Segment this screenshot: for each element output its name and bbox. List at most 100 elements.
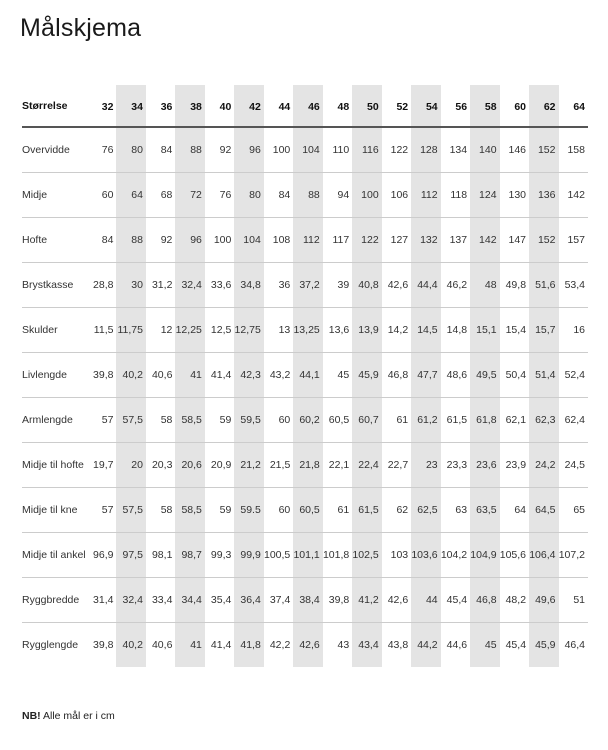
size-header-32: 32 [87,85,117,128]
table-cell: 60 [263,487,294,533]
table-cell: 122 [381,127,412,173]
table-cell: 99,3 [204,532,235,578]
size-header-54: 54 [411,85,441,128]
table-cell: 20 [116,442,146,488]
table-cell: 152 [529,127,559,173]
table-cell: 44,1 [293,352,323,398]
table-cell: 39,8 [322,577,353,623]
table-cell: 12,5 [204,307,235,353]
table-cell: 101,8 [322,532,353,578]
table-cell: 57,5 [116,397,146,443]
row-label: Midje [22,172,87,218]
table-cell: 57,5 [116,487,146,533]
table-cell: 64,5 [529,487,559,533]
table-cell: 76 [204,172,235,218]
table-cell: 45,9 [352,352,382,398]
table-cell: 22,7 [381,442,412,488]
table-cell: 98,7 [175,532,205,578]
row-label: Overvidde [22,127,87,173]
table-cell: 130 [499,172,530,218]
table-cell: 57 [87,397,117,443]
row-label: Rygglengde [22,639,79,651]
table-cell: 146 [499,127,530,173]
table-cell: 45,4 [440,577,471,623]
table-cell: 58,5 [175,487,205,533]
table-cell: 49,6 [529,577,559,623]
table-cell: 42,2 [269,639,291,651]
table-cell: 59 [204,487,235,533]
table-cell: 100 [263,127,294,173]
table-cell: 24,2 [529,442,559,488]
table-cell: 11,5 [87,307,117,353]
table-cell: 142 [470,217,500,263]
table-cell: 101,1 [293,532,323,578]
table-cell: 41 [175,352,205,398]
table-cell: 108 [263,217,294,263]
table-cell: 116 [352,127,382,173]
table-cell: 60,5 [322,397,353,443]
table-cell: 112 [293,217,323,263]
table-cell: 140 [470,127,500,173]
table-cell: 48,6 [440,352,471,398]
table-cell: 61 [322,487,353,533]
table-cell: 21,2 [234,442,264,488]
table-cell: 100,5 [263,532,294,578]
table-cell: 48 [470,262,500,308]
size-header-62: 62 [529,85,559,128]
table-cell: 44,6 [446,639,468,651]
size-chart-table: Størrelse 32 34 36 38 40 42 44 46 48 50 52 54 56 58 60… [22,85,588,667]
table-cell: 96,9 [87,532,117,578]
table-cell: 12,25 [175,307,205,353]
table-cell: 106 [381,172,412,218]
table-cell: 15,4 [499,307,530,353]
table-row: Brystkasse 28,8 30 31,2 32,4 33,6 34,8 36 37,2 39… [22,262,588,308]
table-cell: 40,8 [352,262,382,308]
table-cell: 61,2 [411,397,441,443]
size-header-44: 44 [263,85,294,128]
table-cell: 63 [440,487,471,533]
table-cell: 60 [87,172,117,218]
table-cell: 12 [145,307,176,353]
table-cell: 84 [263,172,294,218]
row-label: Ryggbredde [22,577,87,623]
table-cell: 127 [381,217,412,263]
table-cell: 13 [263,307,294,353]
size-header-50: 50 [352,85,382,128]
table-cell: 58,5 [175,397,205,443]
table-cell: 47,7 [411,352,441,398]
table-row: Skulder 11,5 11,75 12 12,25 12,5 12,75 13 13,25 1… [22,307,588,353]
table-cell: 20,6 [175,442,205,488]
table-row: Overvidde 76 80 84 88 92 96 100 104 110 116 122 128 1… [22,127,588,173]
table-cell: 84 [87,217,117,263]
table-cell: 20,9 [204,442,235,488]
size-header-46: 46 [293,85,323,128]
table-cell: 41 [175,622,205,667]
table-cell: 96 [175,217,205,263]
footnote-text: Alle mål er i cm [40,710,115,722]
table-row: Midje 60 64 68 72 76 80 84 88 94 100 106 112 118 124 13… [22,172,588,218]
table-cell: 24,5 [558,442,588,488]
table-cell: 46,8 [381,352,412,398]
table-cell: 39,8 [93,639,114,651]
table-cell: 157 [558,217,588,263]
table-cell: 68 [145,172,176,218]
table-cell: 100 [204,217,235,263]
table-cell: 92 [204,127,235,173]
table-cell: 15,7 [529,307,559,353]
table-cell: 20,3 [145,442,176,488]
table-cell: 61,5 [440,397,471,443]
table-cell: 134 [440,127,471,173]
table-cell: 88 [293,172,323,218]
table-cell: 60,2 [293,397,323,443]
table-cell: 49,5 [470,352,500,398]
table-cell: 40,6 [145,352,176,398]
table-cell: 99,9 [234,532,264,578]
table-cell: 100 [352,172,382,218]
table-cell: 36 [263,262,294,308]
table-cell: 124 [470,172,500,218]
table-cell: 43,4 [352,622,382,667]
table-cell: 39 [322,262,353,308]
table-cell: 42,3 [234,352,264,398]
table-cell: 38,4 [293,577,323,623]
table-cell: 103 [381,532,412,578]
